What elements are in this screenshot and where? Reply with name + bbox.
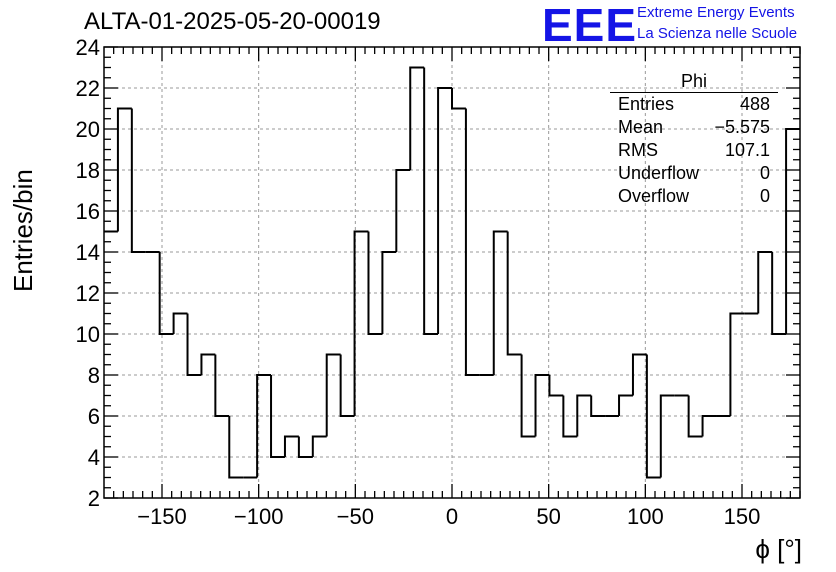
histogram-bin (381, 251, 397, 334)
stats-row-entries: Entries 488 (610, 93, 778, 116)
histogram-bin (451, 88, 466, 110)
y-tick-label: 6 (88, 404, 100, 429)
stats-value: 107.1 (724, 140, 770, 160)
stats-value: 488 (739, 94, 770, 114)
histogram-bin (576, 394, 592, 437)
histogram-bin (367, 231, 383, 335)
histogram-bin (395, 169, 411, 252)
histogram-bin (729, 312, 745, 416)
axis-ticks (104, 46, 801, 499)
y-tick-label: 24 (76, 35, 100, 60)
histogram-bin (562, 395, 578, 438)
histogram-bin (270, 375, 285, 458)
histogram-bin (172, 312, 188, 334)
histogram-bin (659, 394, 675, 478)
histogram-bin (464, 108, 480, 376)
histogram-bin (116, 107, 132, 232)
grid-lines (104, 47, 800, 498)
histogram-bin (228, 416, 244, 479)
histogram-bin (534, 374, 550, 437)
histogram-bin (311, 435, 327, 457)
stats-title: Phi (610, 70, 778, 93)
histogram-bin (771, 252, 787, 335)
histogram-bin (645, 354, 661, 479)
x-tick-label: 100 (627, 504, 664, 529)
histogram-bin (158, 252, 174, 335)
stats-label: Mean (618, 117, 664, 137)
histogram-bin (409, 66, 425, 170)
y-tick-label: 22 (76, 76, 100, 101)
histogram-bin (214, 354, 230, 417)
y-tick-label: 20 (76, 117, 100, 142)
histogram-bin (437, 87, 452, 334)
stats-value: 0 (759, 186, 770, 206)
histogram-bin (186, 313, 202, 376)
stats-box: Phi Entries 488 Mean −5.575 RMS 107.1 Un… (610, 70, 778, 208)
stats-value: 0 (759, 163, 770, 183)
y-tick-label: 12 (76, 281, 100, 306)
stats-label: RMS (618, 140, 658, 160)
histogram-bin (297, 436, 313, 458)
y-tick-label: 16 (76, 199, 100, 224)
stats-label: Underflow (618, 163, 700, 183)
histogram-bin (325, 353, 341, 437)
stats-row-overflow: Overflow 0 (610, 185, 778, 208)
y-tick-label: 2 (88, 486, 100, 511)
stats-row-underflow: Underflow 0 (610, 162, 778, 185)
histogram-bin (590, 395, 606, 417)
histogram-bin (548, 375, 564, 397)
histogram-bin (506, 231, 522, 356)
histogram-bin (256, 374, 272, 478)
eee-logo: EEE (542, 0, 638, 51)
y-tick-label: 10 (76, 322, 100, 347)
y-tick-label: 14 (76, 240, 100, 265)
histogram-bin (520, 354, 536, 438)
histogram-bin (631, 353, 647, 396)
histogram-bin (423, 67, 439, 335)
x-tick-label: 50 (536, 504, 560, 529)
stats-label: Overflow (618, 186, 690, 206)
histogram-bars (104, 66, 800, 479)
y-tick-label: 8 (88, 363, 100, 388)
histogram-bin (339, 354, 355, 417)
stats-row-mean: Mean −5.575 (610, 116, 778, 139)
x-tick-label: −50 (337, 504, 374, 529)
y-tick-label: 18 (76, 158, 100, 183)
stats-label: Entries (618, 94, 675, 114)
logo-line-2: La Scienza nelle Scuole (637, 25, 798, 42)
histogram-bin (701, 415, 717, 437)
histogram-bin (353, 230, 369, 416)
y-axis-label: Entries/bin (8, 169, 38, 292)
x-tick-label: −150 (137, 504, 187, 529)
x-tick-label: −100 (234, 504, 284, 529)
logo-line-1: Extreme Energy Events (637, 4, 795, 21)
x-axis-label: ϕ [°] (755, 534, 802, 564)
histogram-bin (618, 394, 633, 416)
histogram-bin (200, 353, 216, 375)
x-tick-label: 150 (724, 504, 761, 529)
histogram-bin (283, 435, 299, 457)
stats-row-rms: RMS 107.1 (610, 139, 778, 162)
x-tick-label: 0 (446, 504, 458, 529)
y-tick-label: 4 (88, 445, 100, 470)
histogram-bin (492, 230, 508, 375)
histogram-bin (130, 108, 146, 253)
chart-title: ALTA-01-2025-05-20-00019 (84, 8, 381, 35)
histogram-bin (757, 251, 773, 314)
histogram-bin (687, 395, 703, 438)
stats-value: −5.575 (714, 117, 770, 137)
